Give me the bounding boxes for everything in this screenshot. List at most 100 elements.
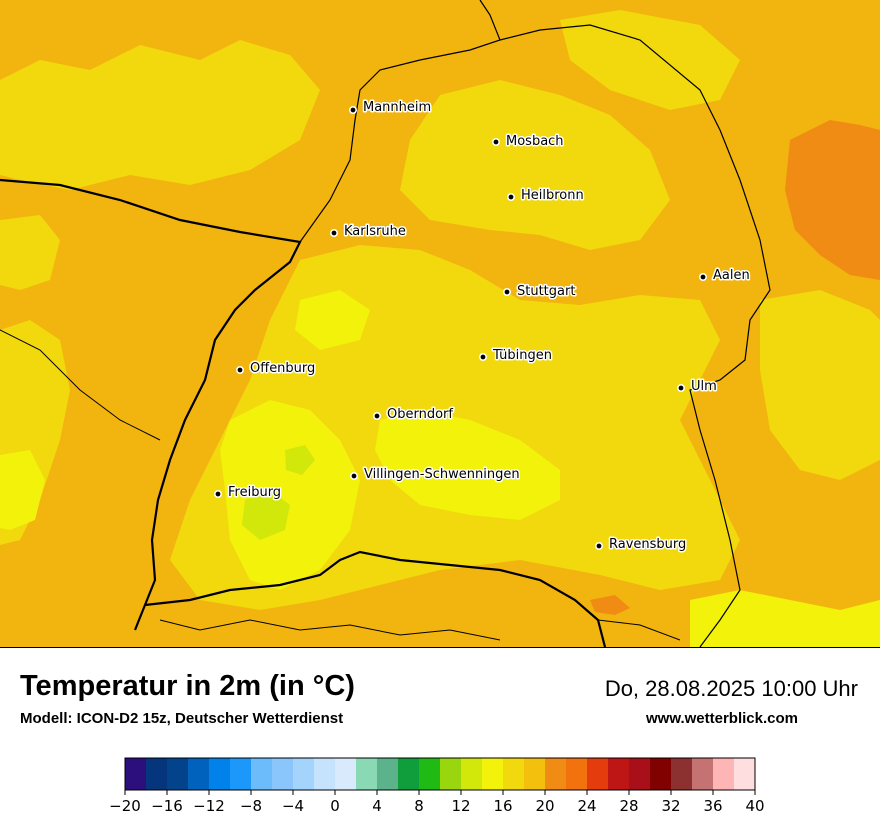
city-marker[interactable]: Mannheim [348,99,433,117]
map-svg: Mannheim Mosbach Heilbronn Karlsruhe Aal… [0,0,880,647]
border-france-inner [0,329,161,441]
city-dot-icon [329,229,338,238]
city-label: Mannheim [363,100,431,115]
color-legend: −20 −16 −12 −8 −4 0 4 8 12 16 20 24 28 32 36 40 [109,755,770,825]
legend-swatch [566,758,588,790]
border-bavaria-south [597,619,681,641]
legend-tick-label: −20 [110,797,141,815]
temp-zone-feldberg [242,490,290,540]
legend-tick-label: −8 [240,797,262,815]
legend-swatch [188,758,210,790]
temp-zone-hot-bodensee [590,595,630,615]
city-marker[interactable]: Aalen [698,267,751,285]
legend-swatch [461,758,483,790]
city-marker[interactable]: Karlsruhe [329,223,407,241]
temp-zone-odenwald [400,80,670,250]
city-dot-icon [676,383,685,392]
temperature-map[interactable]: Mannheim Mosbach Heilbronn Karlsruhe Aal… [0,0,880,648]
legend-swatch [209,758,231,790]
legend-swatch [356,758,378,790]
legend-tick-label: 0 [330,797,340,815]
city-label: Stuttgart [517,284,575,299]
legend-swatch [524,758,546,790]
city-dot-icon [594,541,603,550]
legend-tick-label: −12 [193,797,225,815]
city-label: Freiburg [228,485,281,500]
legend-swatch [293,758,315,790]
legend-swatch [503,758,525,790]
legend-swatch [125,758,147,790]
legend-swatch [377,758,399,790]
city-label: Offenburg [250,361,315,376]
city-dot-icon [491,138,500,147]
border-rhine [0,178,302,631]
city-dot-icon [698,272,707,281]
model-source: Modell: ICON-D2 15z, Deutscher Wetterdie… [20,710,344,727]
legend-tick-label: 20 [535,797,554,815]
legend-swatch [314,758,336,790]
legend-swatch [251,758,273,790]
city-dot-icon [478,352,487,361]
legend-swatch [482,758,504,790]
city-marker[interactable]: Ravensburg [594,536,688,554]
city-label: Ravensburg [609,537,686,552]
temp-zone-southwest [0,450,45,530]
city-marker[interactable]: Heilbronn [506,187,585,205]
temp-zone-far-west [0,215,60,290]
temp-zone-east [760,290,880,480]
city-marker[interactable]: Freiburg [214,484,283,502]
legend-swatch [398,758,420,790]
city-label: Mosbach [506,134,564,149]
temp-zone-allgaeu [690,590,880,647]
border-state-east [499,24,771,647]
temp-zone-hornisgrinde [285,445,315,475]
city-label: Karlsruhe [344,224,406,239]
border-swiss [144,550,607,647]
border-swiss-cantons [159,619,501,641]
city-dot-icon [236,365,245,374]
city-label: Ulm [691,379,717,394]
borders [0,0,771,647]
legend-swatch [230,758,252,790]
border-state-north [299,0,501,243]
legend-tick-label: 16 [493,797,512,815]
legend-swatch [671,758,693,790]
website-link[interactable]: www.wetterblick.com [646,710,798,727]
legend-tick-label: 24 [577,797,596,815]
temp-zone-alb [375,410,560,520]
legend-svg: −20 −16 −12 −8 −4 0 4 8 12 16 20 24 28 32 36 40 [109,757,765,815]
temp-zone-hot-east [785,120,880,280]
legend-tick-label: −16 [151,797,183,815]
legend-swatch [545,758,567,790]
legend-swatch [335,758,357,790]
city-label: Oberndorf [387,407,453,422]
legend-swatch [419,758,441,790]
legend-swatch [167,758,189,790]
city-marker[interactable]: Offenburg [236,360,317,378]
legend-swatch [629,758,651,790]
city-dot-icon [348,106,357,115]
city-dot-icon [502,287,511,296]
city-label: Tübingen [492,348,552,363]
city-marker[interactable]: Stuttgart [502,283,577,301]
legend-tick-label: 32 [661,797,680,815]
city-marker[interactable]: Villingen-Schwenningen [349,466,521,484]
legend-tick-label: 28 [619,797,638,815]
temp-zone-upper-danube [295,290,370,350]
legend-tick-label: 8 [414,797,424,815]
city-marker[interactable]: Oberndorf [372,406,455,424]
forecast-datetime: Do, 28.08.2025 10:00 Uhr [604,676,858,701]
legend-tick-label: −4 [282,797,304,815]
legend-swatch [272,758,294,790]
city-marker[interactable]: Tübingen [478,347,554,365]
legend-tick-label: 12 [451,797,470,815]
city-marker[interactable]: Ulm [676,378,718,396]
legend-tick-label: 4 [372,797,382,815]
city-label: Heilbronn [521,188,584,203]
legend-tick-label: 40 [745,797,764,815]
city-label: Aalen [713,268,750,283]
city-label: Villingen-Schwenningen [364,467,520,482]
legend-tick-label: 36 [703,797,722,815]
legend-swatch [713,758,735,790]
city-marker[interactable]: Mosbach [491,133,565,151]
